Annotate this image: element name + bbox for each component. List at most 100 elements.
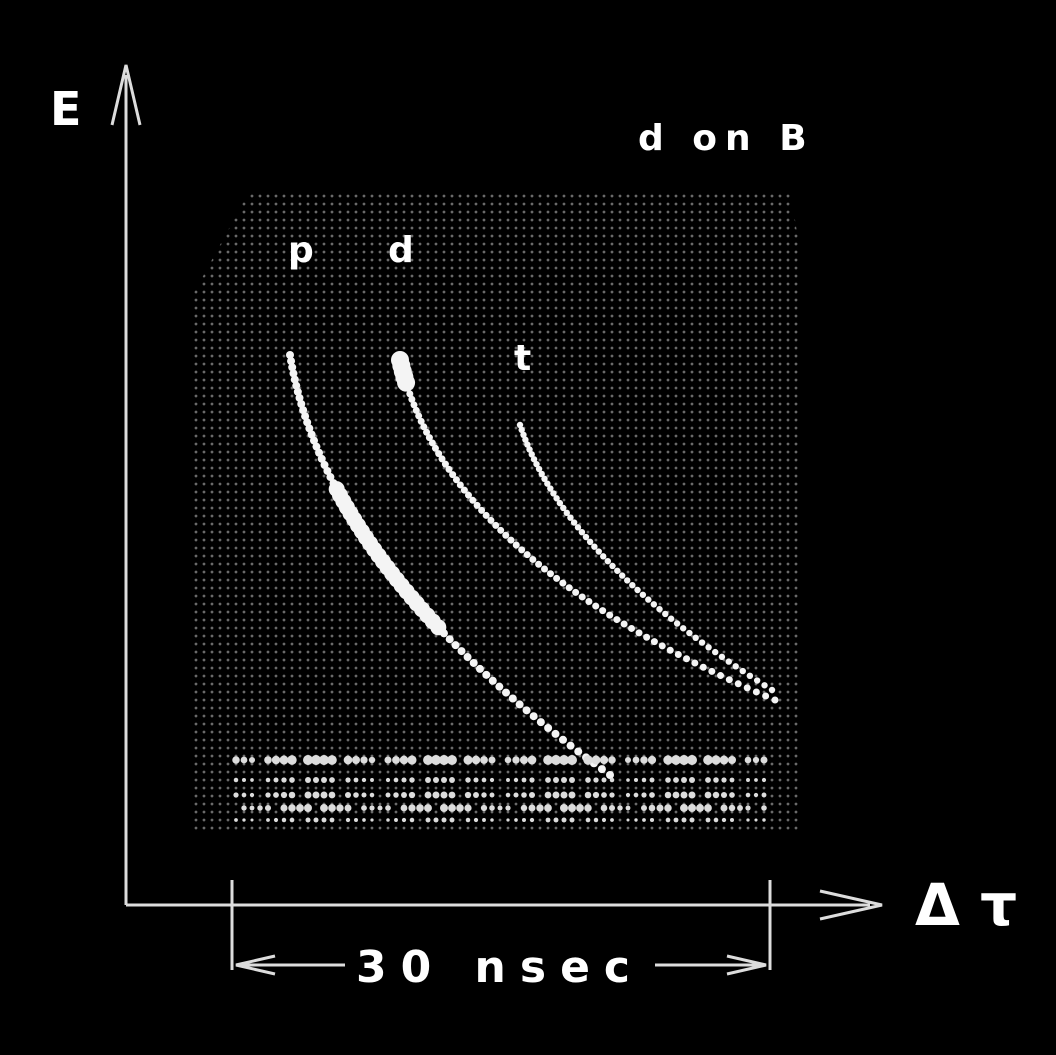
dot	[642, 778, 647, 783]
dot	[401, 805, 408, 812]
dot	[561, 777, 567, 783]
dot	[628, 625, 635, 632]
dot	[537, 718, 545, 726]
dot	[370, 778, 374, 782]
dot	[656, 804, 663, 811]
dot	[233, 792, 238, 797]
dot	[585, 792, 592, 799]
dot	[370, 818, 373, 821]
dot	[705, 777, 711, 783]
dot	[305, 777, 311, 783]
dot	[345, 777, 350, 782]
dot	[516, 700, 524, 708]
dot	[385, 805, 391, 811]
dot	[464, 804, 471, 811]
dot	[362, 818, 366, 822]
dot-grid	[180, 180, 810, 840]
dot	[561, 792, 568, 799]
dot	[446, 635, 454, 643]
dot	[713, 792, 719, 798]
dot	[353, 792, 359, 798]
dot	[266, 818, 270, 822]
dot	[520, 756, 528, 764]
dot	[282, 818, 286, 822]
dot	[426, 818, 431, 823]
dot	[689, 792, 696, 799]
dot	[737, 805, 743, 811]
dot	[506, 778, 510, 782]
dot	[761, 682, 767, 688]
dot	[409, 777, 414, 782]
dot	[598, 765, 606, 773]
dot	[370, 793, 375, 798]
dot	[321, 777, 327, 783]
dot	[327, 755, 337, 765]
dot	[682, 818, 687, 823]
dot	[447, 755, 457, 765]
dot	[401, 792, 407, 798]
dot	[458, 647, 466, 655]
dot	[386, 793, 391, 798]
dot	[719, 654, 725, 660]
dot	[274, 818, 278, 822]
dot	[502, 532, 509, 539]
dot	[546, 818, 551, 823]
dot	[610, 818, 614, 822]
dot	[402, 818, 406, 822]
dot	[265, 805, 271, 811]
dot	[528, 756, 537, 765]
dot	[554, 818, 559, 823]
dot	[666, 818, 671, 823]
dot	[664, 804, 671, 811]
dot	[280, 804, 287, 811]
dot	[321, 792, 328, 799]
dot	[733, 663, 739, 669]
dot	[490, 778, 494, 782]
dot	[667, 647, 674, 654]
dot	[250, 778, 254, 782]
dot	[547, 570, 554, 577]
dot	[641, 805, 647, 811]
dot	[345, 792, 351, 798]
dot	[492, 522, 499, 529]
dot	[613, 616, 620, 623]
dot	[640, 756, 648, 764]
dot	[505, 757, 512, 764]
dot	[289, 792, 296, 799]
dot	[250, 793, 254, 797]
dot	[729, 792, 735, 798]
dot	[567, 742, 575, 750]
dot	[614, 568, 620, 574]
dot	[610, 778, 615, 783]
dot	[465, 792, 471, 798]
dot	[634, 818, 637, 821]
dot	[545, 792, 552, 799]
dot	[344, 756, 353, 765]
dot	[264, 756, 272, 764]
dot	[360, 756, 367, 763]
dot	[329, 777, 335, 783]
dot	[272, 756, 280, 764]
dot	[728, 756, 736, 764]
dot	[730, 778, 735, 783]
dot	[579, 593, 586, 600]
dot	[490, 793, 495, 798]
dot	[587, 539, 593, 545]
dot	[553, 777, 559, 783]
dot	[753, 688, 760, 695]
dot	[401, 777, 406, 782]
dot	[425, 792, 432, 799]
dot	[482, 671, 490, 679]
dot	[562, 818, 567, 823]
dot	[497, 805, 502, 810]
dot	[476, 665, 484, 673]
dot	[602, 818, 606, 822]
dot	[448, 804, 456, 812]
particle-label: t	[514, 338, 531, 379]
dot	[593, 792, 599, 798]
dot	[509, 695, 517, 703]
dot	[586, 818, 591, 823]
dot	[681, 777, 687, 783]
dot	[699, 639, 705, 645]
dot	[605, 558, 611, 564]
